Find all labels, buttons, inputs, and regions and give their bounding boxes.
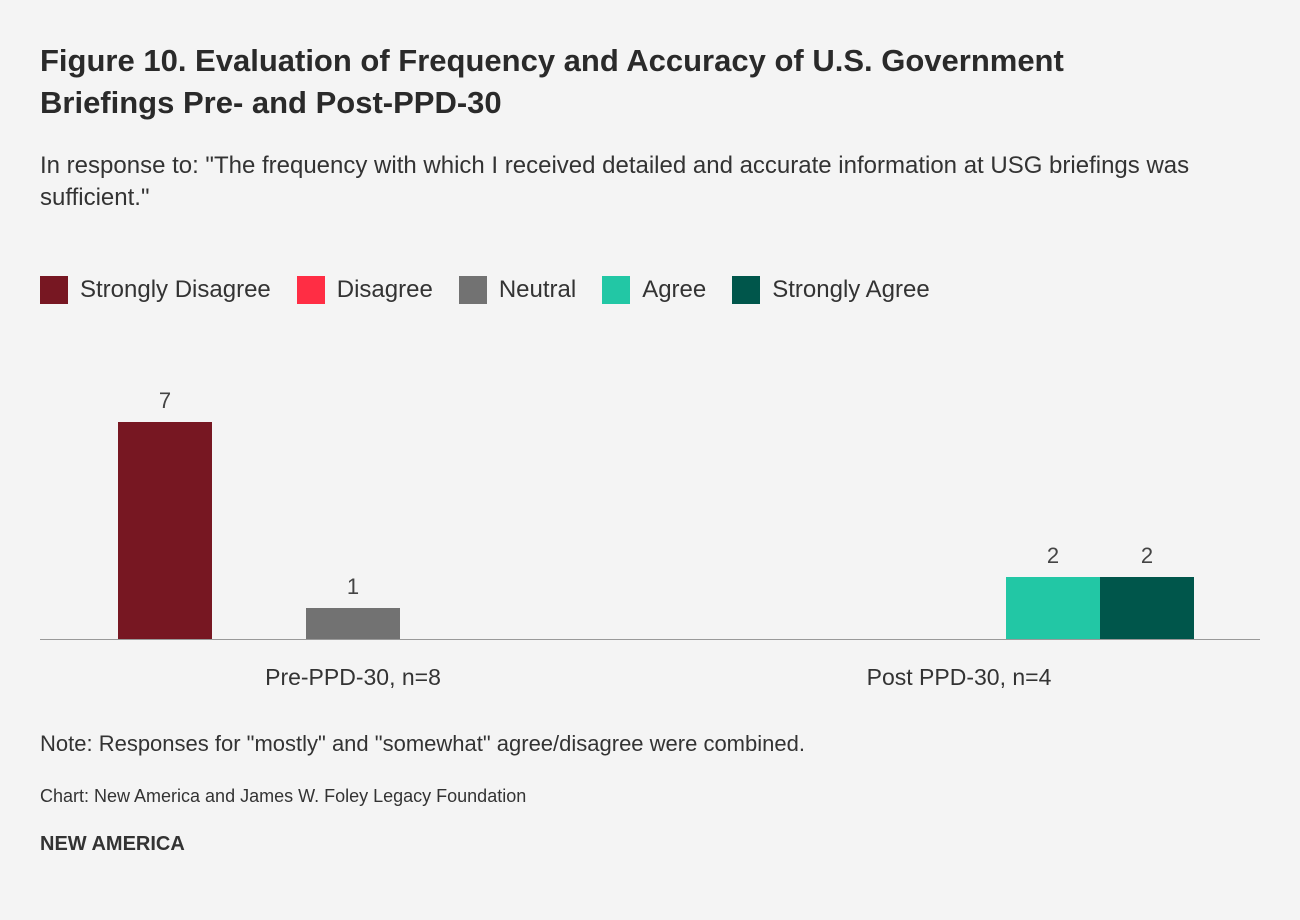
legend-item: Disagree [296, 276, 433, 304]
chart-title: Figure 10. Evaluation of Frequency and A… [40, 43, 1064, 120]
bar [1100, 577, 1194, 639]
x-tick-label: Pre-PPD-30, n=8 [265, 664, 441, 690]
chart-source: Chart: New America and James W. Foley Le… [40, 786, 527, 806]
data-label: 2 [1047, 543, 1059, 568]
legend: Strongly Disagree Disagree Neutral Agree Str… [40, 276, 930, 304]
legend-item: Strongly Disagree [40, 276, 271, 304]
x-tick-label: Post PPD-30, n=4 [867, 664, 1052, 690]
legend-item: Neutral [458, 276, 577, 304]
data-label: 2 [1141, 543, 1153, 568]
legend-label: Neutral [498, 276, 577, 303]
legend-swatch [732, 276, 761, 304]
bar-chart: 7 1 Pre-PPD-30, n=8 2 2 Post PPD-30, n=4 [40, 388, 1260, 690]
legend-label: Strongly Agree [772, 276, 930, 303]
chart-subtitle: In response to: "The frequency with whic… [40, 152, 1190, 211]
bar [118, 422, 212, 639]
brand-logo-text: NEW AMERICA [40, 833, 185, 855]
data-label: 1 [347, 574, 359, 599]
legend-label: Disagree [336, 276, 433, 303]
legend-label: Strongly Disagree [80, 276, 271, 303]
legend-item: Agree [602, 276, 706, 304]
legend-swatch [602, 276, 631, 304]
legend-swatch [40, 276, 68, 304]
data-label: 7 [159, 388, 171, 413]
legend-swatch [458, 276, 487, 304]
bar [306, 608, 400, 639]
chart-note: Note: Responses for "mostly" and "somewh… [40, 731, 805, 756]
legend-item: Strongly Agree [732, 276, 930, 304]
bar [1006, 577, 1100, 639]
legend-swatch [296, 276, 325, 304]
legend-label: Agree [642, 276, 707, 303]
